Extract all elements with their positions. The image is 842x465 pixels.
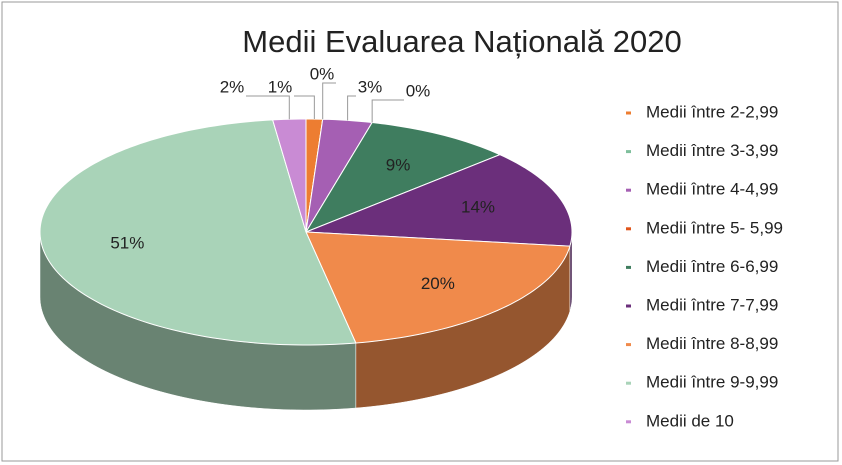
pie-slice <box>39 119 357 346</box>
legend-marker <box>626 150 631 154</box>
leader-line <box>294 95 315 120</box>
legend-label: Medii între 4-4,99 <box>646 180 778 199</box>
legend-label: Medii între 8-8,99 <box>646 334 778 353</box>
legend-label: Medii de 10 <box>646 411 734 430</box>
data-label: 20% <box>421 274 455 293</box>
legend-marker <box>626 420 631 424</box>
data-label: 3% <box>358 77 383 96</box>
pie-slice <box>305 231 571 344</box>
legend-marker <box>626 343 631 347</box>
data-label: 0% <box>310 64 335 83</box>
legend-marker <box>626 111 631 115</box>
data-label: 0% <box>406 81 431 100</box>
pie-slice <box>305 154 573 247</box>
legend-marker <box>626 265 631 269</box>
legend-label: Medii între 7-7,99 <box>646 295 778 314</box>
data-label: 2% <box>220 77 245 96</box>
legend-marker <box>626 188 631 192</box>
legend-label: Medii între 3-3,99 <box>646 141 778 160</box>
leader-line <box>322 82 336 120</box>
data-label: 51% <box>110 234 144 253</box>
legend-marker <box>626 227 631 231</box>
legend-label: Medii între 6-6,99 <box>646 257 778 276</box>
leader-line <box>371 99 404 123</box>
pie-slice <box>272 118 307 233</box>
leader-line <box>246 95 290 120</box>
pie-slice <box>304 122 502 234</box>
data-label: 14% <box>461 198 495 217</box>
data-label: 1% <box>268 77 293 96</box>
data-label: 9% <box>386 155 411 174</box>
legend-marker <box>626 381 631 385</box>
leader-line <box>347 95 356 121</box>
legend-label: Medii între 5- 5,99 <box>646 218 783 237</box>
legend-label: Medii între 9-9,99 <box>646 373 778 392</box>
legend-label: Medii între 2-2,99 <box>646 102 778 121</box>
chart-title: Medii Evaluarea Națională 2020 <box>242 24 681 59</box>
legend-marker <box>626 304 631 308</box>
